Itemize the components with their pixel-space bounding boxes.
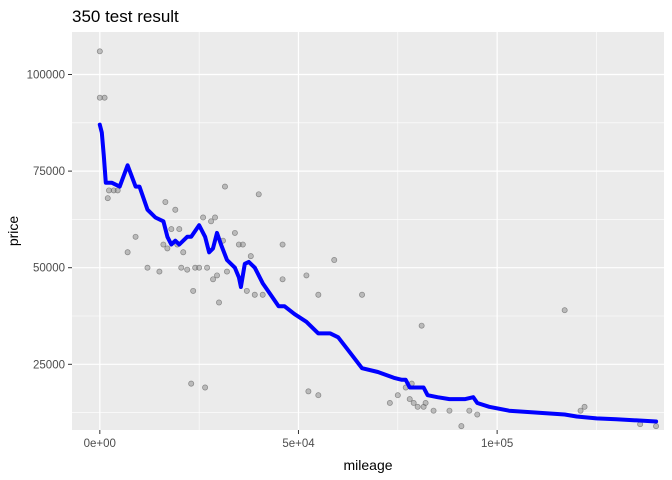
data-point [259,291,266,298]
data-point [200,214,207,221]
data-point [124,249,131,256]
data-point [474,411,481,418]
data-point [212,214,218,221]
x-tick-label: 1e+05 [481,438,513,450]
data-point [243,287,250,294]
y-tick-label: 100000 [27,70,65,82]
scatter-points [96,48,660,430]
data-point [410,400,417,406]
data-point [255,191,262,198]
data-point [204,264,211,271]
data-point [144,264,151,271]
data-point [581,403,588,410]
data-point [458,423,465,430]
data-point [106,187,112,194]
data-point [168,226,175,233]
data-point [178,264,185,271]
data-point [96,94,103,101]
y-tick-label: 75000 [33,166,65,178]
data-point [414,403,421,410]
data-point [114,187,121,194]
data-point [466,407,473,414]
data-point [110,187,117,194]
data-point [406,396,413,403]
major-grid [72,32,664,430]
data-point [386,400,393,406]
x-tick-label: 0e+00 [84,438,116,450]
y-axis-title: price [5,216,21,247]
data-point [196,264,203,271]
data-point [279,276,286,283]
data-point [279,241,286,248]
data-point [156,268,163,275]
x-axis-ticks: 0e+00 5e+04 1e+05 [84,430,513,450]
y-tick-label: 50000 [33,263,65,275]
data-point [208,218,215,225]
data-point [315,291,322,298]
data-point [192,264,199,271]
data-point [331,257,338,263]
data-point [394,392,401,399]
data-point [235,241,242,248]
data-point [216,299,222,306]
plot-panel [72,32,664,430]
data-point [214,272,220,279]
data-point [561,307,568,314]
data-point [422,400,429,406]
data-point [305,388,312,395]
chart-title: 350 test result [72,7,179,26]
data-point [653,423,660,430]
data-point [251,291,258,298]
data-point [176,226,183,233]
data-point [104,195,111,202]
trend-line [97,122,659,424]
data-point [172,206,179,213]
data-point [577,407,584,414]
data-point [184,266,191,273]
data-point [418,322,425,329]
data-point [303,272,310,279]
y-axis-ticks: 25000 50000 75000 100000 [27,70,72,371]
data-point [132,233,139,240]
data-point [96,48,103,55]
trend-line-path [97,122,659,424]
y-tick-label: 25000 [33,359,65,371]
data-point [188,380,195,387]
data-point [315,392,322,399]
data-point [446,407,453,414]
data-point [239,241,246,248]
data-point [231,229,238,236]
data-point [180,249,187,256]
data-point [202,384,209,391]
data-point [224,268,230,275]
data-point [222,183,228,190]
data-point [162,199,169,205]
data-point [190,287,197,294]
data-point [247,253,254,260]
minor-grid [72,32,664,430]
x-axis-title: mileage [343,457,392,473]
data-point [160,241,167,248]
data-point [430,407,437,414]
data-point [359,291,365,298]
data-point [164,245,171,252]
x-tick-label: 5e+04 [282,438,315,450]
data-point [101,94,108,101]
data-point [210,276,216,283]
